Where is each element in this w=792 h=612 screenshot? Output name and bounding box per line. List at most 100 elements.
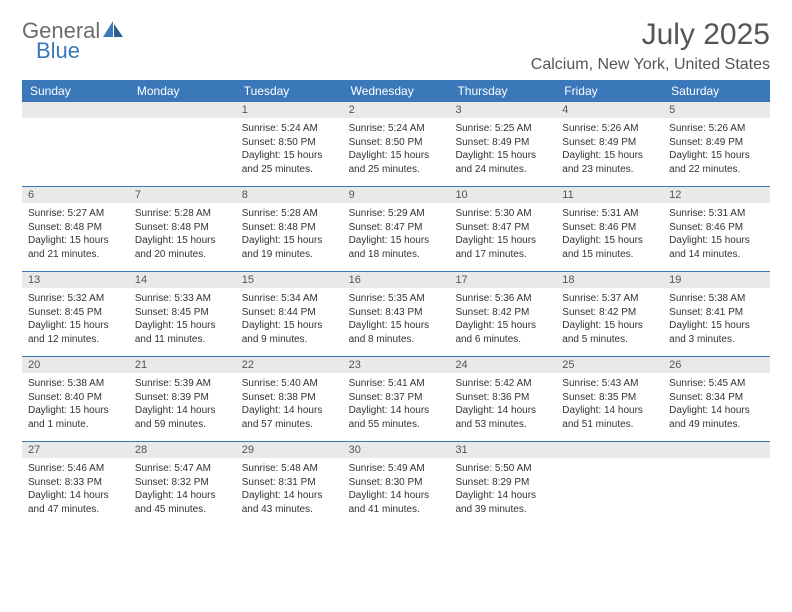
sunset-text: Sunset: 8:43 PM xyxy=(349,306,444,320)
sunrise-text: Sunrise: 5:38 AM xyxy=(28,377,123,391)
calendar-cell: 15Sunrise: 5:34 AMSunset: 8:44 PMDayligh… xyxy=(236,272,343,356)
daylight-text: Daylight: 14 hours and 49 minutes. xyxy=(669,404,764,431)
sunrise-text: Sunrise: 5:37 AM xyxy=(562,292,657,306)
sunrise-text: Sunrise: 5:47 AM xyxy=(135,462,230,476)
daylight-text: Daylight: 14 hours and 45 minutes. xyxy=(135,489,230,516)
sunrise-text: Sunrise: 5:32 AM xyxy=(28,292,123,306)
day-number-row: 6 xyxy=(22,187,129,203)
cell-body: Sunrise: 5:26 AMSunset: 8:49 PMDaylight:… xyxy=(556,118,663,182)
sunrise-text: Sunrise: 5:49 AM xyxy=(349,462,444,476)
sunset-text: Sunset: 8:39 PM xyxy=(135,391,230,405)
day-header-wednesday: Wednesday xyxy=(343,80,450,102)
calendar-cell: 10Sunrise: 5:30 AMSunset: 8:47 PMDayligh… xyxy=(449,187,556,271)
day-number-row: 5 xyxy=(663,102,770,118)
day-number-row: 1 xyxy=(236,102,343,118)
daylight-text: Daylight: 14 hours and 41 minutes. xyxy=(349,489,444,516)
sunrise-text: Sunrise: 5:26 AM xyxy=(669,122,764,136)
daylight-text: Daylight: 15 hours and 9 minutes. xyxy=(242,319,337,346)
calendar-week: 6Sunrise: 5:27 AMSunset: 8:48 PMDaylight… xyxy=(22,187,770,272)
sunrise-text: Sunrise: 5:24 AM xyxy=(349,122,444,136)
sunrise-text: Sunrise: 5:50 AM xyxy=(455,462,550,476)
day-number-row: 12 xyxy=(663,187,770,203)
day-header-sunday: Sunday xyxy=(22,80,129,102)
cell-body: Sunrise: 5:38 AMSunset: 8:41 PMDaylight:… xyxy=(663,288,770,352)
day-number: 29 xyxy=(236,444,254,456)
cell-body: Sunrise: 5:35 AMSunset: 8:43 PMDaylight:… xyxy=(343,288,450,352)
day-number-row: 17 xyxy=(449,272,556,288)
day-number: 20 xyxy=(22,359,40,371)
sunset-text: Sunset: 8:42 PM xyxy=(455,306,550,320)
cell-body xyxy=(129,118,236,128)
calendar-week: 27Sunrise: 5:46 AMSunset: 8:33 PMDayligh… xyxy=(22,442,770,526)
day-number-row: 7 xyxy=(129,187,236,203)
cell-body: Sunrise: 5:28 AMSunset: 8:48 PMDaylight:… xyxy=(129,203,236,267)
location-label: Calcium, New York, United States xyxy=(531,56,770,74)
sunrise-text: Sunrise: 5:28 AM xyxy=(135,207,230,221)
day-number-row: 16 xyxy=(343,272,450,288)
sunrise-text: Sunrise: 5:45 AM xyxy=(669,377,764,391)
day-number-row: 29 xyxy=(236,442,343,458)
daylight-text: Daylight: 14 hours and 53 minutes. xyxy=(455,404,550,431)
sunrise-text: Sunrise: 5:46 AM xyxy=(28,462,123,476)
day-number: 13 xyxy=(22,274,40,286)
day-number-row: 8 xyxy=(236,187,343,203)
cell-body: Sunrise: 5:24 AMSunset: 8:50 PMDaylight:… xyxy=(343,118,450,182)
sunset-text: Sunset: 8:30 PM xyxy=(349,476,444,490)
day-number: 27 xyxy=(22,444,40,456)
calendar-week: 13Sunrise: 5:32 AMSunset: 8:45 PMDayligh… xyxy=(22,272,770,357)
day-header-friday: Friday xyxy=(556,80,663,102)
cell-body: Sunrise: 5:27 AMSunset: 8:48 PMDaylight:… xyxy=(22,203,129,267)
sunset-text: Sunset: 8:48 PM xyxy=(135,221,230,235)
daylight-text: Daylight: 15 hours and 6 minutes. xyxy=(455,319,550,346)
daylight-text: Daylight: 15 hours and 15 minutes. xyxy=(562,234,657,261)
sunrise-text: Sunrise: 5:29 AM xyxy=(349,207,444,221)
day-number-row: 2 xyxy=(343,102,450,118)
sunrise-text: Sunrise: 5:31 AM xyxy=(562,207,657,221)
daylight-text: Daylight: 14 hours and 47 minutes. xyxy=(28,489,123,516)
day-number: 26 xyxy=(663,359,681,371)
day-number-row: 14 xyxy=(129,272,236,288)
daylight-text: Daylight: 15 hours and 25 minutes. xyxy=(349,149,444,176)
day-number: 28 xyxy=(129,444,147,456)
calendar-week: 20 Sunrise: 5:38 AMSunset: 8:40 PMDayligh… xyxy=(22,357,770,442)
cell-body: Sunrise: 5:24 AMSunset: 8:50 PMDaylight:… xyxy=(236,118,343,182)
calendar-cell: 4Sunrise: 5:26 AMSunset: 8:49 PMDaylight… xyxy=(556,102,663,186)
calendar-cell: 7Sunrise: 5:28 AMSunset: 8:48 PMDaylight… xyxy=(129,187,236,271)
calendar-cell: 6Sunrise: 5:27 AMSunset: 8:48 PMDaylight… xyxy=(22,187,129,271)
calendar-cell: 3Sunrise: 5:25 AMSunset: 8:49 PMDaylight… xyxy=(449,102,556,186)
daylight-text: Daylight: 15 hours and 11 minutes. xyxy=(135,319,230,346)
cell-body: Sunrise: 5:43 AMSunset: 8:35 PMDaylight:… xyxy=(556,373,663,437)
logo: General Blue xyxy=(22,18,124,62)
day-number: 21 xyxy=(129,359,147,371)
sunset-text: Sunset: 8:34 PM xyxy=(669,391,764,405)
day-header-tuesday: Tuesday xyxy=(236,80,343,102)
day-number: 22 xyxy=(236,359,254,371)
daylight-text: Daylight: 14 hours and 39 minutes. xyxy=(455,489,550,516)
sunset-text: Sunset: 8:50 PM xyxy=(242,136,337,150)
day-number-row: 19 xyxy=(663,272,770,288)
cell-body: Sunrise: 5:33 AMSunset: 8:45 PMDaylight:… xyxy=(129,288,236,352)
day-number-row: 22 xyxy=(236,357,343,373)
calendar-cell: 31Sunrise: 5:50 AMSunset: 8:29 PMDayligh… xyxy=(449,442,556,526)
sunrise-text: Sunrise: 5:31 AM xyxy=(669,207,764,221)
sunset-text: Sunset: 8:33 PM xyxy=(28,476,123,490)
cell-body: Sunrise: 5:37 AMSunset: 8:42 PMDaylight:… xyxy=(556,288,663,352)
day-header-thursday: Thursday xyxy=(449,80,556,102)
daylight-text: Daylight: 14 hours and 57 minutes. xyxy=(242,404,337,431)
sunrise-text: Sunrise: 5:26 AM xyxy=(562,122,657,136)
cell-body: Sunrise: 5:47 AMSunset: 8:32 PMDaylight:… xyxy=(129,458,236,522)
cell-body xyxy=(22,118,129,128)
day-number-row: 11 xyxy=(556,187,663,203)
cell-body: Sunrise: 5:38 AMSunset: 8:40 PMDaylight:… xyxy=(22,373,129,437)
calendar: Sunday Monday Tuesday Wednesday Thursday… xyxy=(22,80,770,526)
calendar-cell xyxy=(663,442,770,526)
calendar-cell: 29Sunrise: 5:48 AMSunset: 8:31 PMDayligh… xyxy=(236,442,343,526)
day-number-row: 25 xyxy=(556,357,663,373)
daylight-text: Daylight: 15 hours and 19 minutes. xyxy=(242,234,337,261)
logo-text: General Blue xyxy=(22,18,124,62)
day-number-row: 4 xyxy=(556,102,663,118)
daylight-text: Daylight: 15 hours and 5 minutes. xyxy=(562,319,657,346)
day-number: 12 xyxy=(663,189,681,201)
sunrise-text: Sunrise: 5:42 AM xyxy=(455,377,550,391)
calendar-cell: 9Sunrise: 5:29 AMSunset: 8:47 PMDaylight… xyxy=(343,187,450,271)
